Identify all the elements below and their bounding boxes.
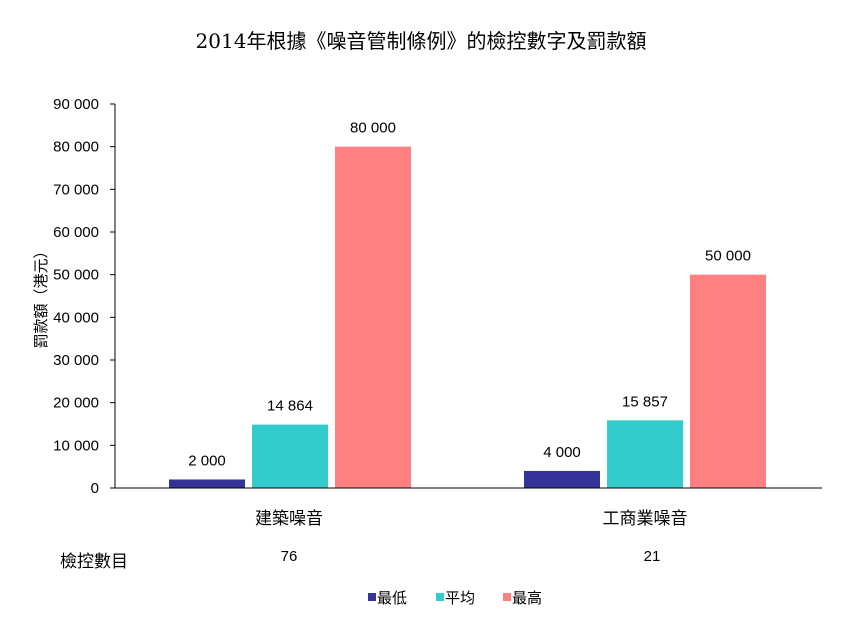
y-tick-label: 0 [91, 480, 99, 497]
data-label: 2 000 [188, 452, 226, 469]
data-label: 15 857 [622, 393, 668, 410]
bars: 2 000 14 864 80 000 4 000 15 857 50 000 [169, 120, 766, 488]
bar [690, 274, 766, 488]
table-row-label: 檢控數目 [60, 552, 128, 571]
data-label: 4 000 [543, 444, 581, 461]
table-row-value: 21 [644, 548, 661, 565]
y-tick-label: 60 000 [53, 224, 99, 241]
legend-swatch [368, 593, 376, 601]
y-tick-label: 50 000 [53, 267, 99, 284]
bar [607, 420, 683, 488]
legend-swatch [503, 593, 511, 601]
legend-label: 最低 [377, 590, 407, 607]
y-axis-label: 罰款額（港元） [33, 243, 50, 348]
chart-title: 2014年根據《噪音管制條例》的檢控數字及罰款額 [196, 29, 647, 53]
data-label: 80 000 [350, 120, 396, 137]
table-row-value: 76 [281, 548, 298, 565]
y-tick-label: 30 000 [53, 352, 99, 369]
bar [169, 479, 245, 488]
y-tick-label: 10 000 [53, 437, 99, 454]
legend-swatch [436, 593, 444, 601]
category-label: 建築噪音 [255, 509, 323, 528]
bar [524, 470, 600, 488]
y-tick-label: 20 000 [53, 395, 99, 412]
y-tick-label: 90 000 [53, 96, 99, 113]
data-label: 50 000 [705, 248, 751, 265]
bar [335, 146, 411, 488]
y-tick-label: 80 000 [53, 139, 99, 156]
legend: 最低 平均 最高 [368, 590, 542, 607]
legend-label: 平均 [445, 590, 475, 607]
legend-label: 最高 [512, 590, 542, 607]
bar [252, 424, 328, 488]
category-label: 工商業噪音 [603, 509, 688, 528]
data-label: 14 864 [267, 398, 313, 415]
y-tick-label: 70 000 [53, 181, 99, 198]
y-axis: 0 10 000 20 000 30 000 40 000 50 000 60 000 70 … [53, 96, 116, 497]
y-tick-label: 40 000 [53, 309, 99, 326]
